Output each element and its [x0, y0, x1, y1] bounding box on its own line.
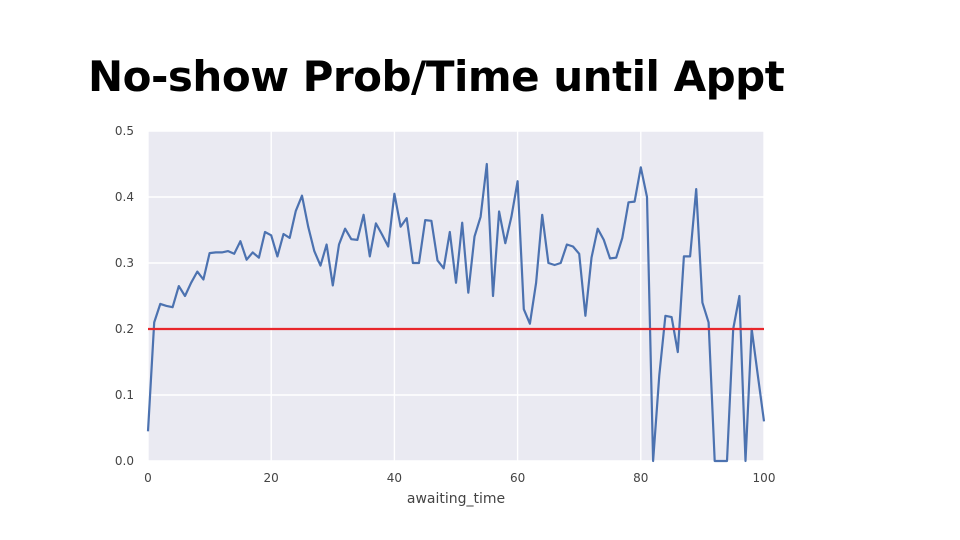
x-tick-label: 100 [753, 471, 776, 485]
y-tick-label: 0.1 [115, 388, 134, 402]
y-tick-label: 0.2 [115, 322, 134, 336]
x-tick-label: 40 [387, 471, 402, 485]
x-tick-label: 20 [264, 471, 279, 485]
plot-area [148, 131, 764, 461]
x-tick-label: 0 [144, 471, 152, 485]
y-tick-label: 0.4 [115, 190, 134, 204]
x-tick-labels: 0 20 40 60 80 100 [144, 471, 775, 485]
y-tick-label: 0.0 [115, 454, 134, 468]
y-tick-label: 0.3 [115, 256, 134, 270]
y-tick-label: 0.5 [115, 124, 134, 138]
series-layer [146, 162, 766, 463]
x-axis-label: awaiting_time [407, 491, 505, 507]
y-tick-labels: 0.0 0.1 0.2 0.3 0.4 0.5 [115, 124, 134, 468]
series-line-0 [146, 162, 766, 463]
x-tick-label: 60 [510, 471, 525, 485]
slide-title: No-show Prob/Time until Appt [88, 52, 785, 101]
x-tick-label: 80 [633, 471, 648, 485]
